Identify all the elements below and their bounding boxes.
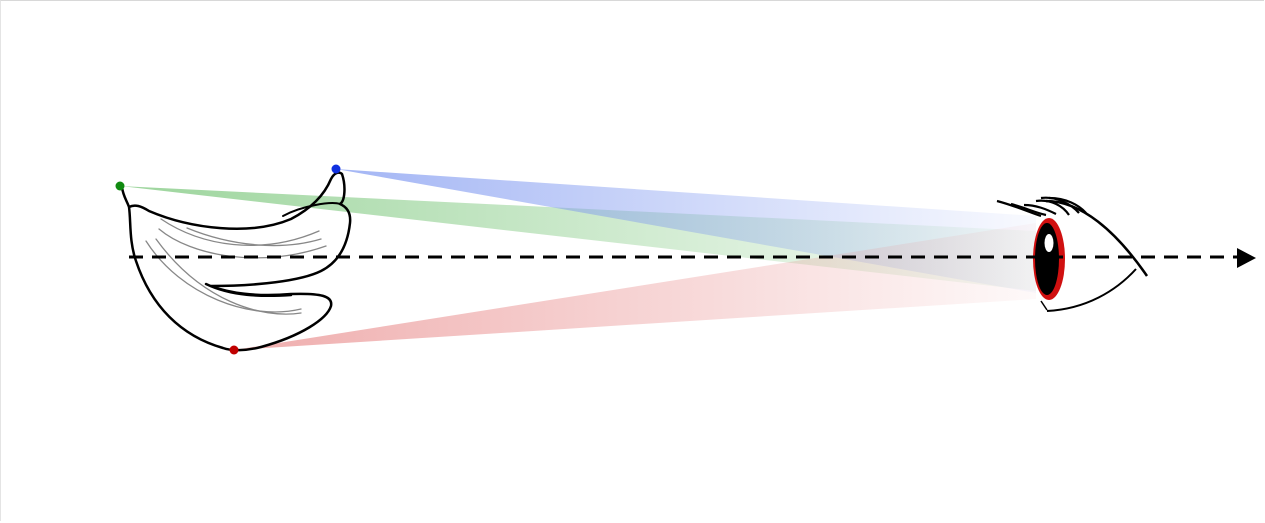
point-red	[229, 345, 239, 355]
eye-highlight	[1044, 234, 1054, 252]
point-green	[115, 181, 125, 191]
eye-pupil	[1035, 223, 1059, 295]
point-blue	[331, 164, 341, 174]
eye-icon	[996, 196, 1149, 312]
arrow-right-icon	[1237, 248, 1256, 268]
light-beam-red	[234, 223, 1036, 350]
